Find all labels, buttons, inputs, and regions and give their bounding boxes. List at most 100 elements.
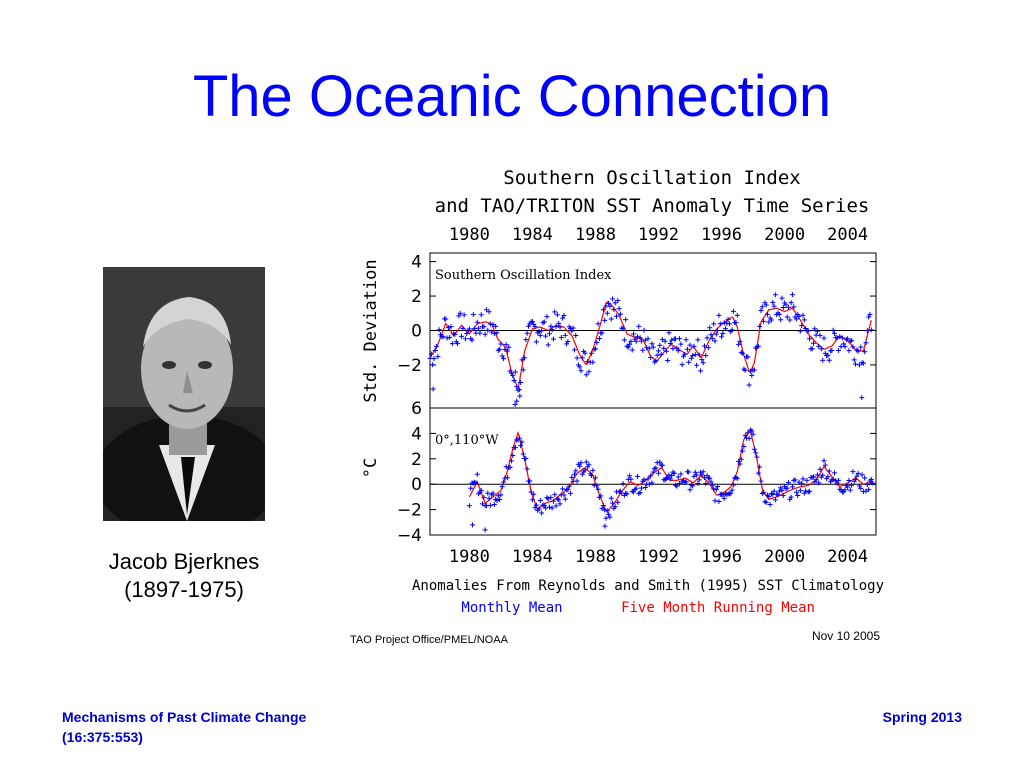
soi-y-tick-labels: 4 2 0 −2 — [397, 253, 876, 376]
soi-monthly-point — [765, 311, 771, 317]
sst-monthly-point — [671, 470, 677, 476]
soi-monthly-point — [846, 348, 852, 354]
soi-monthly-point — [640, 347, 646, 353]
sst-monthly-point — [536, 506, 542, 512]
soi-monthly-point — [745, 354, 751, 360]
soi-monthly-point — [695, 337, 701, 343]
soi-monthly-point — [448, 324, 454, 330]
soi-monthly-point — [529, 319, 535, 325]
soi-monthly-point — [654, 352, 660, 358]
soi-monthly-point — [734, 312, 740, 318]
soi-monthly-point — [712, 338, 718, 344]
soi-monthly-point — [434, 343, 440, 349]
sst-monthly-point — [656, 470, 662, 476]
soi-monthly-point — [615, 298, 621, 304]
soi-monthly-point — [462, 336, 468, 342]
soi-y-tick-0: 4 — [411, 253, 422, 273]
sst-monthly-point — [610, 500, 616, 506]
soi-monthly-point — [810, 340, 816, 346]
sst-monthly-point — [854, 473, 860, 479]
soi-monthly-point — [817, 332, 823, 338]
soi-monthly-point — [740, 350, 746, 356]
soi-monthly-point — [799, 323, 805, 329]
soi-monthly-point — [600, 307, 606, 313]
bottom-x-tick-labels: 1980 1984 1988 1992 1996 2000 2004 — [437, 253, 868, 567]
sst-monthly-point — [562, 496, 568, 502]
soi-monthly-point — [669, 337, 675, 343]
soi-monthly-point — [547, 331, 553, 337]
footer-course: Mechanisms of Past Climate Change (16:37… — [62, 707, 382, 747]
soi-monthly-point — [863, 340, 869, 346]
sst-monthly-point — [468, 485, 474, 491]
soi-monthly-point — [432, 348, 438, 354]
top-x-tick-2000: 2000 — [764, 225, 805, 245]
sst-monthly-point — [675, 474, 681, 480]
soi-monthly-point — [704, 335, 710, 341]
sst-monthly-point — [816, 480, 822, 486]
soi-monthly-point — [742, 367, 748, 373]
sst-monthly-point — [711, 486, 717, 492]
sst-monthly-point — [649, 480, 655, 486]
soi-monthly-point — [770, 299, 776, 305]
soi-monthly-point — [699, 357, 705, 363]
soi-monthly-point — [691, 343, 697, 349]
soi-monthly-point — [755, 343, 761, 349]
bottom-x-tick-1984: 1984 — [512, 547, 553, 567]
soi-monthly-point — [662, 338, 668, 344]
soi-monthly-point — [807, 336, 813, 342]
soi-monthly-point — [720, 330, 726, 336]
soi-monthly-point — [611, 307, 617, 313]
soi-monthly-point — [705, 345, 711, 351]
sst-y-tick-0: 6 — [411, 399, 422, 419]
bottom-x-tick-1988: 1988 — [575, 547, 616, 567]
soi-monthly-point — [594, 339, 600, 345]
soi-monthly-point — [543, 333, 549, 339]
sst-monthly-point — [497, 496, 503, 502]
caption-years: (1897-1975) — [124, 577, 244, 602]
sst-monthly-point — [574, 478, 580, 484]
legend-monthly-mean: Monthly Mean — [461, 600, 562, 616]
sst-monthly-point — [863, 488, 869, 494]
soi-monthly-point — [841, 341, 847, 347]
sst-monthly-point — [537, 498, 543, 504]
sst-y-tick-2: 2 — [411, 450, 422, 470]
soi-monthly-point — [522, 355, 528, 361]
soi-panel-label: Southern Oscillation Index — [435, 268, 612, 283]
soi-monthly-point — [571, 347, 577, 353]
sst-monthly-point — [849, 482, 855, 488]
soi-monthly-point — [436, 327, 442, 333]
sst-monthly-point — [531, 491, 537, 497]
soi-monthly-point — [435, 354, 441, 360]
soi-monthly-point — [842, 344, 848, 350]
bottom-x-tick-1992: 1992 — [638, 547, 679, 567]
soi-monthly-point — [447, 334, 453, 340]
sst-monthly-point — [835, 477, 841, 483]
soi-monthly-point — [586, 369, 592, 375]
soi-monthly-point — [701, 343, 707, 349]
soi-monthly-point — [595, 321, 601, 327]
soi-monthly-point — [766, 319, 772, 325]
soi-y-tick-3: −2 — [397, 356, 422, 376]
soi-monthly-point — [482, 331, 488, 337]
sst-monthly-point — [709, 482, 715, 488]
soi-monthly-point — [565, 338, 571, 344]
soi-monthly-point — [636, 323, 642, 329]
sst-monthly-point — [755, 470, 761, 476]
sst-monthly-point — [771, 488, 777, 494]
soi-monthly-point — [866, 314, 872, 320]
sst-monthly-point — [594, 483, 600, 489]
soi-monthly-point — [747, 368, 753, 374]
soi-monthly-point — [556, 320, 562, 326]
soi-monthly-point — [713, 331, 719, 337]
sst-monthly-point — [700, 469, 706, 475]
soi-monthly-point — [579, 355, 585, 361]
soi-monthly-point — [816, 343, 822, 349]
soi-monthly-point — [867, 311, 873, 317]
soi-monthly-point — [478, 312, 484, 318]
soi-monthly-point — [746, 382, 752, 388]
sst-monthly-point — [799, 481, 805, 487]
bottom-x-tick-1996: 1996 — [701, 547, 742, 567]
soi-monthly-point — [506, 344, 512, 350]
legend-running-mean: Five Month Running Mean — [621, 600, 815, 616]
sst-monthly-point — [583, 459, 589, 465]
